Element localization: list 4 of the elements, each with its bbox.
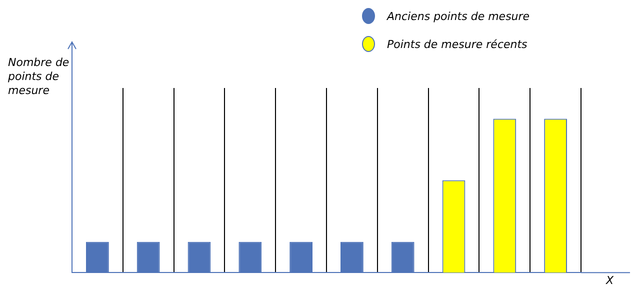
y-axis-title: Nombre de points de mesure	[8, 56, 70, 98]
legend-label: Anciens points de mesure	[387, 10, 530, 22]
legend-label: Points de mesure récents	[387, 38, 528, 50]
x-axis-title: X	[606, 274, 614, 287]
